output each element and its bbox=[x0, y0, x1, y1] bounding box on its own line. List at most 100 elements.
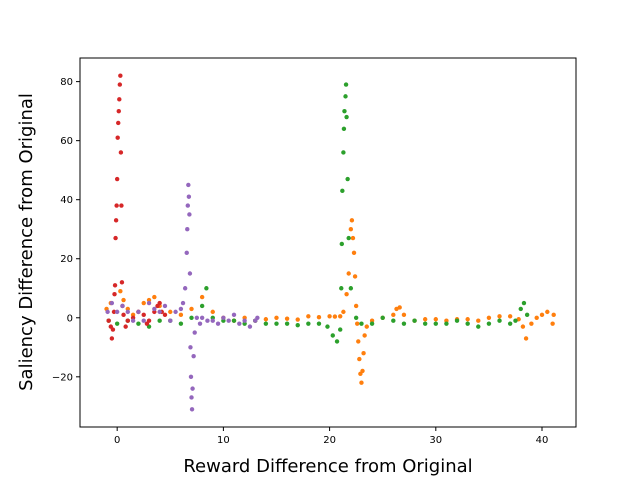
data-point-series-0-35 bbox=[351, 250, 357, 256]
data-point-series-1-9 bbox=[199, 303, 205, 309]
data-point-series-0-65 bbox=[523, 336, 529, 341]
data-point-series-3-11 bbox=[162, 303, 168, 309]
data-point-series-0-55 bbox=[433, 317, 438, 322]
data-point-series-1-36 bbox=[346, 235, 351, 241]
data-point-series-2-22 bbox=[123, 324, 128, 329]
data-point-series-1-25 bbox=[338, 327, 343, 332]
data-point-series-1-57 bbox=[524, 312, 530, 318]
data-point-series-2-14 bbox=[117, 97, 122, 102]
data-point-series-0-36 bbox=[352, 274, 358, 279]
data-point-series-2-4 bbox=[111, 309, 117, 315]
data-point-series-0-7 bbox=[141, 300, 146, 306]
data-point-series-2-15 bbox=[117, 82, 123, 87]
data-point-series-0-49 bbox=[391, 312, 396, 318]
data-point-series-3-3 bbox=[120, 303, 125, 309]
data-point-series-0-59 bbox=[476, 318, 481, 323]
y-axis-label: Saliency Difference from Original bbox=[16, 93, 37, 391]
data-point-series-0-42 bbox=[359, 380, 364, 385]
data-point-series-0-25 bbox=[316, 314, 322, 320]
data-point-series-1-55 bbox=[518, 306, 523, 312]
data-point-series-0-33 bbox=[349, 218, 355, 223]
data-point-series-1-48 bbox=[454, 318, 460, 323]
data-point-series-0-70 bbox=[550, 321, 555, 326]
data-point-series-3-1 bbox=[109, 300, 115, 306]
x-tick-label: 10 bbox=[217, 435, 230, 446]
data-point-series-0-46 bbox=[364, 324, 369, 329]
data-point-series-1-17 bbox=[274, 321, 279, 326]
data-point-series-3-15 bbox=[180, 300, 186, 306]
data-point-series-3-14 bbox=[178, 306, 184, 312]
data-point-series-0-51 bbox=[397, 305, 402, 310]
data-point-series-2-17 bbox=[118, 150, 124, 155]
data-point-series-3-27 bbox=[189, 407, 195, 412]
data-point-series-3-44 bbox=[255, 315, 260, 320]
data-point-series-0-43 bbox=[360, 368, 365, 374]
data-point-series-0-31 bbox=[346, 271, 351, 276]
data-point-series-3-25 bbox=[188, 374, 194, 380]
data-point-series-3-22 bbox=[187, 212, 192, 217]
x-axis-label: Reward Difference from Original bbox=[183, 456, 472, 477]
y-tick-label: 40 bbox=[60, 195, 73, 206]
data-point-series-3-9 bbox=[152, 306, 157, 312]
data-point-series-2-7 bbox=[113, 235, 118, 241]
data-point-series-1-41 bbox=[380, 315, 385, 320]
data-point-series-3-8 bbox=[146, 300, 152, 306]
data-point-series-3-17 bbox=[184, 250, 189, 256]
plot-frame bbox=[79, 57, 577, 428]
data-point-series-0-68 bbox=[539, 312, 545, 318]
data-point-series-1-52 bbox=[497, 318, 502, 323]
x-tick-label: 40 bbox=[536, 435, 549, 446]
data-point-series-2-2 bbox=[109, 336, 115, 341]
data-point-series-3-6 bbox=[136, 309, 141, 315]
data-point-series-1-44 bbox=[412, 318, 417, 323]
data-point-series-3-18 bbox=[185, 227, 190, 232]
data-point-series-1-49 bbox=[465, 321, 470, 326]
data-point-series-2-10 bbox=[114, 176, 120, 182]
data-point-series-3-32 bbox=[197, 321, 203, 326]
data-point-series-2-8 bbox=[113, 218, 119, 223]
data-point-series-0-44 bbox=[361, 351, 366, 356]
data-point-series-3-7 bbox=[141, 318, 146, 323]
data-point-series-1-34 bbox=[344, 114, 349, 120]
data-point-series-0-11 bbox=[168, 309, 173, 315]
data-point-series-3-0 bbox=[105, 309, 110, 315]
data-point-series-0-40 bbox=[357, 356, 362, 362]
data-point-series-3-21 bbox=[186, 194, 192, 199]
data-point-series-1-40 bbox=[369, 321, 375, 326]
data-point-series-0-38 bbox=[355, 321, 360, 326]
x-axis-ticks: 0 10 20 30 40 bbox=[114, 427, 548, 446]
data-point-series-3-19 bbox=[185, 203, 190, 208]
data-point-series-3-4 bbox=[125, 309, 130, 315]
data-point-series-0-62 bbox=[507, 314, 513, 319]
data-point-series-1-37 bbox=[348, 286, 354, 291]
data-point-series-0-27 bbox=[332, 314, 338, 319]
data-point-series-1-29 bbox=[341, 150, 346, 155]
data-point-series-3-13 bbox=[173, 309, 178, 315]
data-point-series-3-5 bbox=[130, 318, 136, 323]
data-point-series-3-29 bbox=[191, 353, 196, 359]
data-point-series-2-0 bbox=[106, 318, 111, 323]
data-point-series-0-23 bbox=[295, 317, 300, 322]
data-point-series-1-46 bbox=[433, 321, 438, 326]
x-tick-label: 20 bbox=[323, 435, 336, 446]
data-point-series-0-24 bbox=[306, 314, 311, 319]
data-point-series-3-40 bbox=[237, 321, 242, 326]
y-tick-label: 80 bbox=[60, 77, 73, 88]
data-point-series-0-30 bbox=[344, 291, 349, 297]
data-point-series-1-21 bbox=[316, 321, 322, 326]
data-point-series-3-37 bbox=[221, 315, 226, 320]
data-point-series-0-58 bbox=[465, 317, 470, 322]
data-point-series-2-11 bbox=[115, 135, 120, 140]
data-point-series-1-23 bbox=[330, 333, 335, 338]
data-point-series-0-71 bbox=[551, 312, 556, 318]
data-point-series-1-56 bbox=[521, 300, 527, 306]
data-point-series-3-26 bbox=[189, 395, 194, 400]
data-point-series-1-32 bbox=[343, 94, 348, 99]
data-point-series-0-69 bbox=[545, 309, 550, 315]
data-point-series-2-6 bbox=[112, 283, 118, 288]
data-point-series-1-24 bbox=[334, 339, 340, 344]
data-point-series-2-9 bbox=[114, 203, 119, 208]
y-tick-label: 20 bbox=[60, 254, 73, 265]
data-point-series-1-20 bbox=[306, 321, 311, 326]
